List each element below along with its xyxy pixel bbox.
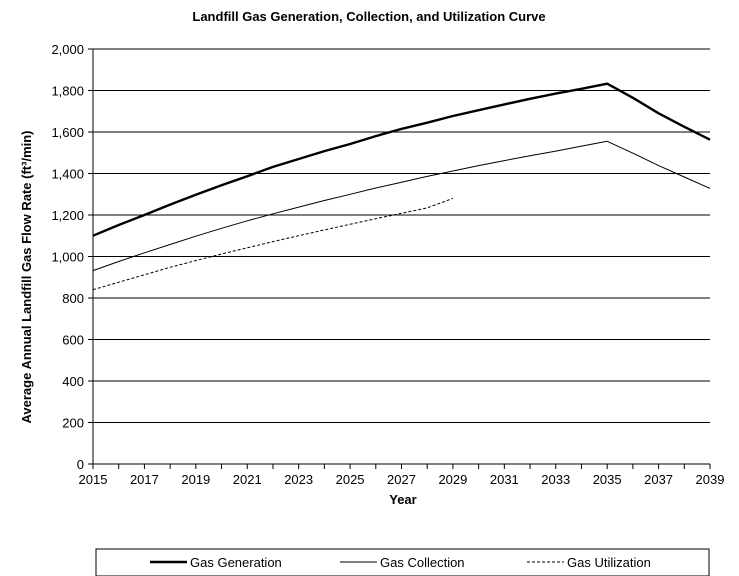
y-tick-label: 800 (62, 291, 84, 306)
gas-generation-line (93, 84, 710, 236)
y-tick-label: 200 (62, 416, 84, 431)
x-tick-label: 2019 (181, 472, 210, 487)
x-tick-label: 2037 (644, 472, 673, 487)
tick-labels: 0 200 400 600 800 1,000 1,200 1,400 1,600 1,800 2,… (51, 42, 724, 487)
legend-label-gas-generation: Gas Generation (190, 555, 282, 570)
legend-label-gas-utilization: Gas Utilization (567, 555, 651, 570)
x-axis-title: Year (389, 492, 416, 507)
x-tick-label: 2029 (438, 472, 467, 487)
y-tick-label: 1,200 (51, 208, 84, 223)
y-tick-label: 1,400 (51, 167, 84, 182)
y-tick-label: 1,800 (51, 84, 84, 99)
x-tick-label: 2039 (696, 472, 725, 487)
y-tick-label: 1,000 (51, 250, 84, 265)
x-tick-label: 2023 (284, 472, 313, 487)
y-tick-label: 1,600 (51, 125, 84, 140)
gridlines (93, 49, 710, 423)
series-lines (93, 84, 710, 290)
y-tick-label: 400 (62, 374, 84, 389)
x-tick-label: 2035 (593, 472, 622, 487)
x-tick-label: 2033 (541, 472, 570, 487)
legend-items: Gas Generation Gas Collection Gas Utilizat… (150, 555, 651, 570)
x-tick-label: 2015 (79, 472, 108, 487)
gas-utilization-line (93, 198, 453, 289)
gas-collection-line (93, 141, 710, 270)
y-tick-label: 0 (77, 457, 84, 472)
x-tick-label: 2027 (387, 472, 416, 487)
x-tick-label: 2031 (490, 472, 519, 487)
legend: Gas Generation Gas Collection Gas Utilizat… (96, 549, 709, 576)
x-tick-label: 2021 (233, 472, 262, 487)
y-axis-title: Average Annual Landfill Gas Flow Rate (f… (19, 130, 34, 423)
line-chart: Landfill Gas Generation, Collection, and… (0, 0, 739, 576)
y-tick-label: 600 (62, 333, 84, 348)
axes (88, 49, 710, 469)
y-tick-label: 2,000 (51, 42, 84, 57)
legend-label-gas-collection: Gas Collection (380, 555, 465, 570)
x-tick-label: 2017 (130, 472, 159, 487)
chart-title: Landfill Gas Generation, Collection, and… (192, 9, 545, 24)
x-tick-label: 2025 (336, 472, 365, 487)
